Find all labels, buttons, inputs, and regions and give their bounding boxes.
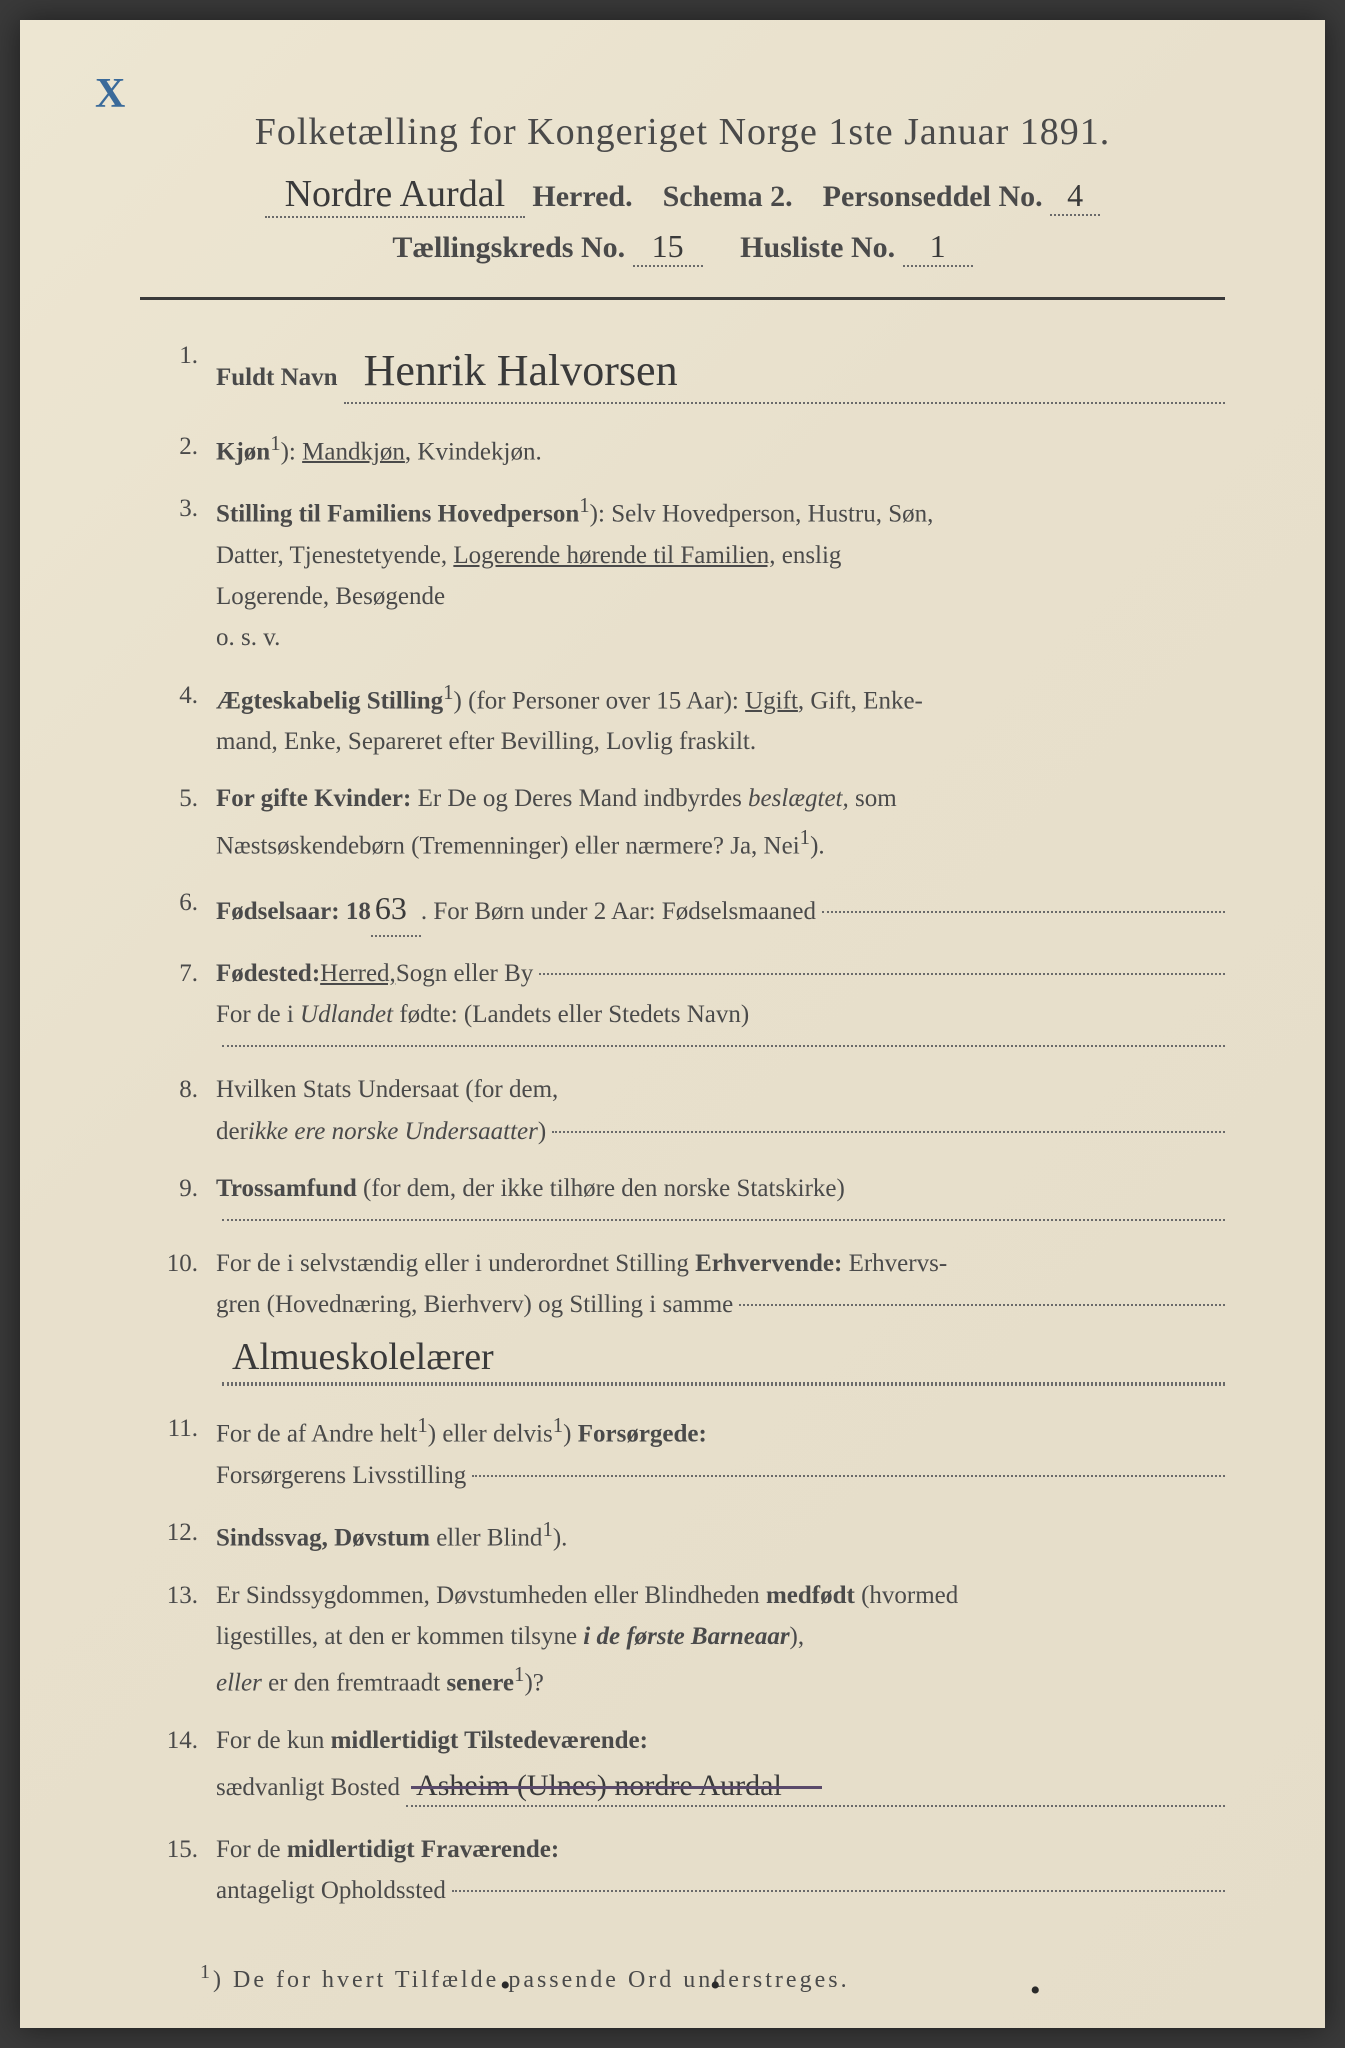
item-5: 5. For gifte Kvinder: Er De og Deres Man… — [160, 778, 1225, 866]
item-number: 14. — [160, 1720, 216, 1813]
item-13: 13. Er Sindssygdommen, Døvstumheden elle… — [160, 1575, 1225, 1704]
name-value: Henrik Halvorsen — [364, 346, 678, 395]
label-fodested: Fødested: — [216, 953, 320, 994]
item-8: 8. Hvilken Stats Undersaat (for dem, der… — [160, 1069, 1225, 1152]
item-number: 5. — [160, 778, 216, 866]
husliste-label: Husliste No. — [740, 231, 895, 264]
schema-label: Schema 2. — [663, 180, 793, 213]
divider — [140, 297, 1225, 300]
item-6: 6. Fødselsaar: 1863. For Børn under 2 Aa… — [160, 882, 1225, 937]
item-10: 10. For de i selvstændig eller i underor… — [160, 1243, 1225, 1392]
item-number: 12. — [160, 1512, 216, 1559]
blank-line — [160, 1225, 1225, 1227]
item-4: 4. Ægteskabelig Stilling1) (for Personer… — [160, 675, 1225, 763]
item-11: 11. For de af Andre helt1) eller delvis1… — [160, 1408, 1225, 1496]
item-number: 4. — [160, 675, 216, 763]
form-title: Folketælling for Kongeriget Norge 1ste J… — [140, 110, 1225, 154]
form-body: 1. Fuldt Navn Henrik Halvorsen 2. Kjøn1)… — [140, 335, 1225, 1911]
item-number: 13. — [160, 1575, 216, 1704]
label-fuldt-navn: Fuldt Navn — [216, 357, 338, 398]
item-number: 10. — [160, 1243, 216, 1392]
label-fodselsaar: Fødselsaar: 18 — [216, 891, 371, 932]
item-2: 2. Kjøn1): Mandkjøn, Kvindekjøn. — [160, 426, 1225, 473]
item-14: 14. For de kun midlertidigt Tilstedevære… — [160, 1720, 1225, 1813]
label-aegteskab: Ægteskabelig Stilling — [216, 687, 443, 714]
occupation-value: Almueskolelærer — [232, 1336, 494, 1378]
sup: 1 — [270, 431, 280, 455]
item-number: 11. — [160, 1408, 216, 1496]
herred-label: Herred. — [532, 180, 632, 213]
label-sindssvag: Sindssvag, Døvstum — [216, 1525, 430, 1552]
header-line-1: Nordre Aurdal Herred. Schema 2. Personse… — [140, 172, 1225, 218]
stain-dot: • — [710, 1969, 721, 2003]
item-15: 15. For de midlertidigt Fraværende: anta… — [160, 1829, 1225, 1912]
census-form-page: X Folketælling for Kongeriget Norge 1ste… — [20, 20, 1325, 2028]
opt-kvindekjon: Kvindekjøn. — [417, 438, 541, 465]
label-gifte-kvinder: For gifte Kvinder: — [216, 785, 411, 812]
item-number: 1. — [160, 335, 216, 410]
form-header: Folketælling for Kongeriget Norge 1ste J… — [140, 110, 1225, 267]
label-kjon: Kjøn — [216, 438, 270, 465]
husliste-no: 1 — [903, 228, 973, 267]
year-value: 63 — [371, 882, 421, 937]
taellingskreds-no: 15 — [633, 228, 703, 267]
item-number: 2. — [160, 426, 216, 473]
opt-ugift: Ugift — [745, 687, 798, 714]
label-stilling: Stilling til Familiens Hovedperson — [216, 501, 579, 528]
opt-mandkjon: Mandkjøn — [302, 438, 405, 465]
x-annotation: X — [95, 70, 125, 118]
item-7: 7. Fødested: Herred, Sogn eller By For d… — [160, 953, 1225, 1036]
item-3: 3. Stilling til Familiens Hovedperson1):… — [160, 488, 1225, 658]
item-1: 1. Fuldt Navn Henrik Halvorsen — [160, 335, 1225, 410]
item-number: 15. — [160, 1829, 216, 1912]
item-number: 8. — [160, 1069, 216, 1152]
blank-line — [160, 1051, 1225, 1053]
opt-logerende: Logerende hørende til Familien, — [453, 542, 775, 569]
taellingskreds-label: Tællingskreds No. — [392, 231, 625, 264]
label-trossamfund: Trossamfund — [216, 1175, 357, 1202]
opt-herred: Herred, — [320, 953, 396, 994]
stain-dot: • — [1030, 1974, 1041, 2008]
item-number: 6. — [160, 882, 216, 937]
header-line-2: Tællingskreds No. 15 Husliste No. 1 — [140, 228, 1225, 267]
personseddel-no: 4 — [1050, 177, 1100, 216]
item-number: 3. — [160, 488, 216, 658]
item-9: 9. Trossamfund (for dem, der ikke tilhør… — [160, 1168, 1225, 1209]
item-number: 9. — [160, 1168, 216, 1209]
item-12: 12. Sindssvag, Døvstum eller Blind1). — [160, 1512, 1225, 1559]
stain-dot: • — [500, 1969, 511, 2003]
footnote: 1) De for hvert Tilfælde passende Ord un… — [140, 1961, 1225, 1994]
herred-value: Nordre Aurdal — [265, 172, 525, 218]
personseddel-label: Personseddel No. — [823, 180, 1043, 213]
item-number: 7. — [160, 953, 216, 1036]
bosted-value: Asheim (Ulnes) nordre Aurdal — [416, 1769, 782, 1802]
